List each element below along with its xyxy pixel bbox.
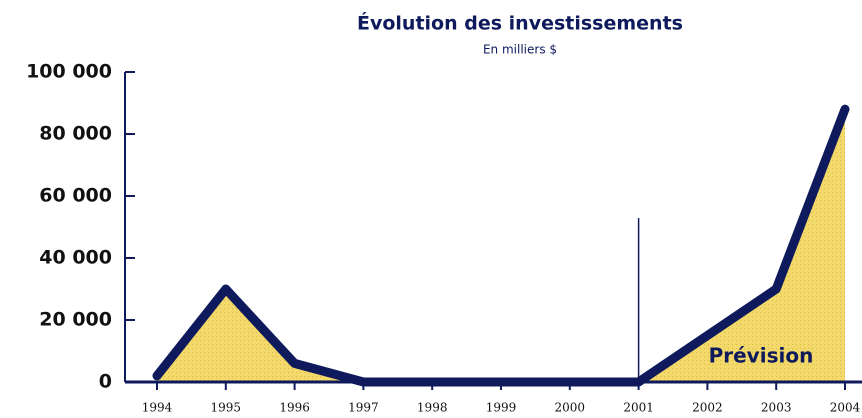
chart-title: Évolution des investissements (357, 12, 683, 35)
x-tick-label: 2002 (692, 401, 723, 415)
x-tick-label: 1994 (142, 401, 173, 415)
x-tick-label: 2004 (830, 401, 861, 415)
y-tick-label: 0 (99, 371, 112, 393)
chart-subtitle: En milliers $ (483, 43, 557, 57)
y-tick-label: 60 000 (39, 185, 112, 207)
x-tick-label: 2000 (555, 401, 586, 415)
x-tick-label: 2001 (623, 401, 654, 415)
y-tick-label: 20 000 (39, 309, 112, 331)
y-tick-label: 80 000 (39, 123, 112, 145)
x-tick-label: 2003 (761, 401, 792, 415)
x-tick-label: 1999 (486, 401, 517, 415)
annotation: Prévision (709, 344, 814, 368)
y-tick-label: 40 000 (39, 247, 112, 269)
x-tick-label: 1995 (211, 401, 242, 415)
x-tick-label: 1998 (417, 401, 448, 415)
y-tick-label: 100 000 (26, 61, 112, 83)
area-fill (157, 109, 845, 382)
x-tick-label: 1996 (279, 401, 310, 415)
x-tick-label: 1997 (348, 401, 379, 415)
